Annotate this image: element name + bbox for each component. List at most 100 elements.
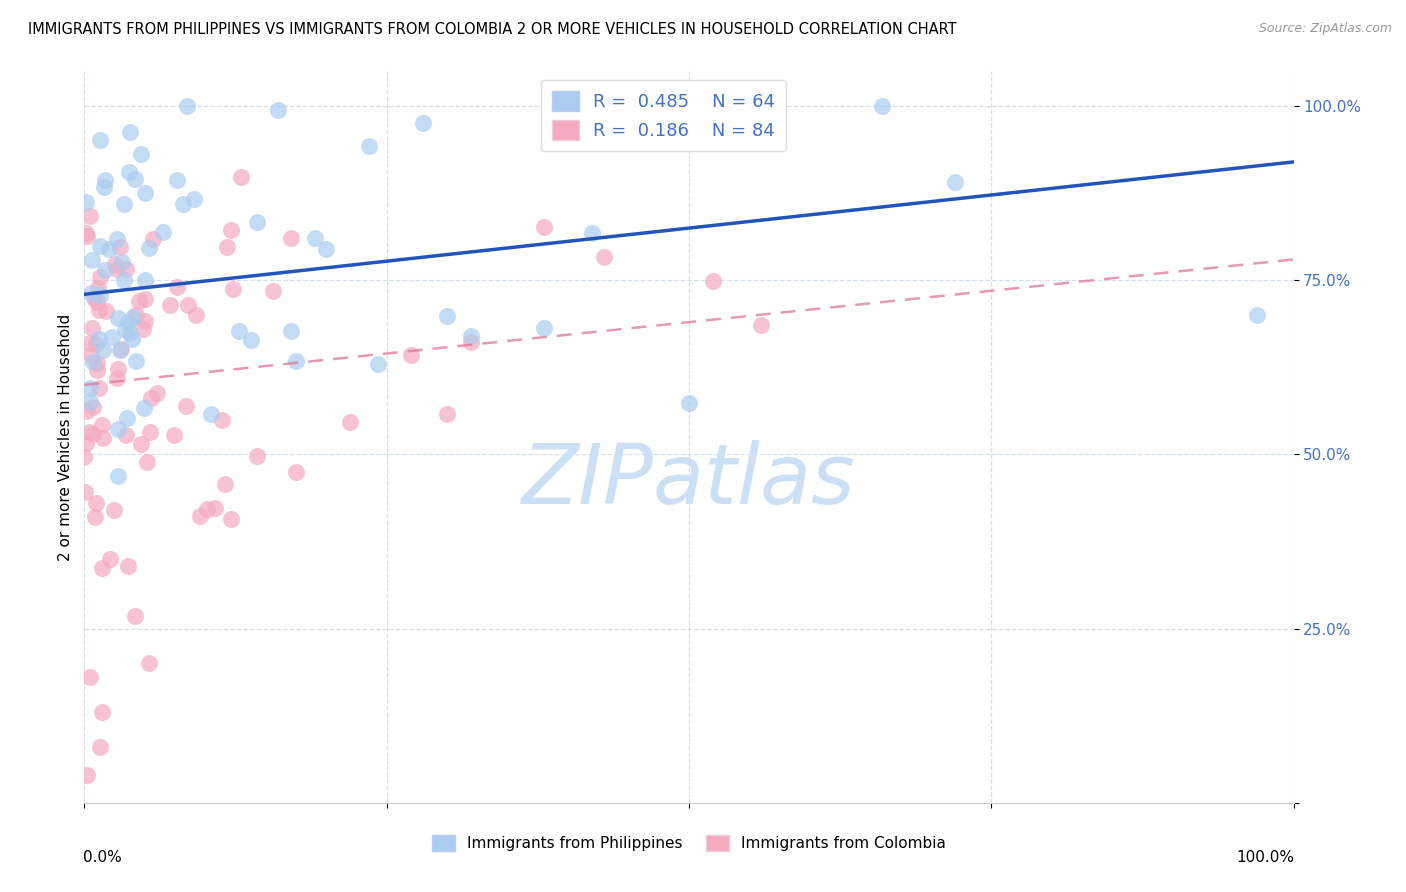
Point: [84, 509, 107, 524]
Point: [112, 273, 135, 287]
Point: [134, 273, 156, 287]
Point: [125, 353, 148, 368]
Point: [172, 196, 194, 211]
Point: [176, 99, 198, 113]
Point: [76, 404, 98, 418]
Point: [107, 311, 129, 326]
Point: [214, 477, 236, 491]
Point: [97, 242, 120, 256]
Point: [89, 288, 111, 302]
Point: [108, 343, 131, 357]
Point: [134, 186, 156, 201]
Point: [89, 239, 111, 253]
Point: [121, 332, 143, 346]
Text: Source: ZipAtlas.com: Source: ZipAtlas.com: [1258, 22, 1392, 36]
Point: [86, 336, 108, 351]
Point: [83, 291, 105, 305]
Point: [163, 428, 186, 442]
Point: [229, 169, 252, 184]
Point: [412, 116, 434, 130]
Point: [91, 705, 114, 719]
Point: [91, 561, 114, 575]
Point: [79, 395, 101, 409]
Point: [228, 324, 250, 338]
Point: [112, 197, 135, 211]
Point: [91, 417, 114, 432]
Point: [399, 348, 422, 362]
Point: [120, 125, 142, 139]
Point: [460, 334, 482, 349]
Point: [142, 232, 165, 246]
Point: [285, 465, 308, 479]
Point: [107, 362, 129, 376]
Point: [89, 381, 111, 395]
Point: [239, 333, 262, 347]
Point: [211, 413, 233, 427]
Point: [174, 399, 197, 413]
Point: [139, 391, 162, 405]
Point: [80, 348, 103, 362]
Point: [86, 356, 108, 370]
Point: [82, 355, 104, 369]
Point: [91, 431, 114, 445]
Point: [132, 401, 155, 416]
Point: [280, 324, 302, 338]
Point: [184, 308, 207, 322]
Text: 100.0%: 100.0%: [1237, 850, 1295, 865]
Point: [166, 279, 188, 293]
Point: [79, 670, 101, 684]
Point: [114, 428, 136, 442]
Point: [86, 495, 108, 509]
Point: [183, 192, 205, 206]
Point: [89, 303, 111, 318]
Point: [117, 410, 139, 425]
Point: [188, 509, 211, 524]
Y-axis label: 2 or more Vehicles in Household: 2 or more Vehicles in Household: [58, 313, 73, 561]
Point: [533, 320, 555, 334]
Point: [219, 511, 242, 525]
Point: [93, 180, 115, 194]
Point: [87, 281, 110, 295]
Point: [79, 209, 101, 223]
Point: [593, 250, 616, 264]
Point: [138, 657, 160, 671]
Point: [76, 768, 98, 782]
Text: 0.0%: 0.0%: [83, 850, 122, 865]
Point: [204, 501, 226, 516]
Point: [82, 427, 104, 442]
Point: [115, 261, 138, 276]
Point: [246, 215, 269, 229]
Point: [107, 468, 129, 483]
Point: [284, 353, 307, 368]
Point: [131, 437, 153, 451]
Point: [460, 329, 482, 343]
Point: [124, 172, 146, 186]
Point: [86, 295, 108, 310]
Point: [152, 225, 174, 239]
Point: [94, 173, 117, 187]
Point: [79, 336, 101, 351]
Point: [246, 449, 269, 463]
Point: [91, 343, 114, 357]
Point: [215, 240, 238, 254]
Point: [138, 241, 160, 255]
Point: [77, 425, 100, 440]
Point: [124, 608, 146, 623]
Point: [139, 425, 162, 439]
Point: [96, 303, 118, 318]
Point: [82, 400, 104, 414]
Point: [117, 558, 139, 573]
Point: [79, 381, 101, 395]
Point: [75, 436, 97, 450]
Point: [120, 326, 142, 340]
Point: [134, 314, 156, 328]
Point: [129, 147, 152, 161]
Text: ZIPatlas: ZIPatlas: [522, 441, 856, 522]
Point: [103, 503, 125, 517]
Point: [73, 450, 96, 465]
Point: [219, 223, 242, 237]
Point: [315, 242, 337, 256]
Point: [89, 270, 111, 285]
Point: [943, 175, 966, 189]
Point: [89, 740, 111, 755]
